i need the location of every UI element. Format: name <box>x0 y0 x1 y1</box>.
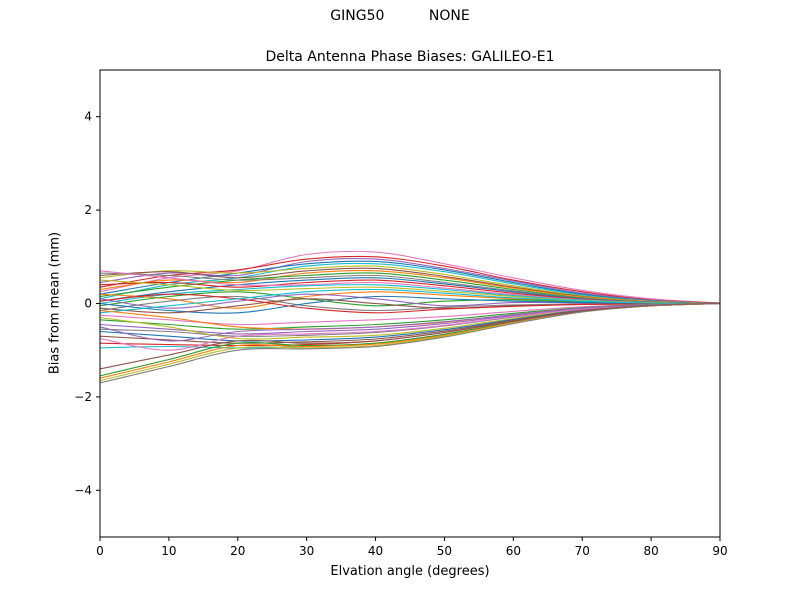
x-tick-label: 70 <box>575 544 590 558</box>
x-tick-label: 0 <box>96 544 104 558</box>
y-tick-label: 2 <box>84 203 92 217</box>
x-tick-label: 60 <box>506 544 521 558</box>
y-tick-label: −2 <box>74 390 92 404</box>
series-line <box>99 302 721 370</box>
x-tick-label: 20 <box>230 544 245 558</box>
x-tick-label: 30 <box>299 544 314 558</box>
figure-title: GING50 NONE <box>330 8 470 24</box>
y-tick-label: −4 <box>74 483 92 497</box>
x-tick-label: 80 <box>643 544 658 558</box>
series-line <box>99 293 721 314</box>
y-tick-label: 0 <box>84 297 92 311</box>
x-axis-label: Elvation angle (degrees) <box>330 564 490 579</box>
y-tick-label: 4 <box>84 110 92 124</box>
x-tick-label: 40 <box>368 544 383 558</box>
series-line <box>99 255 721 304</box>
series-line <box>99 302 721 384</box>
x-tick-label: 90 <box>712 544 727 558</box>
x-tick-label: 50 <box>437 544 452 558</box>
series-line <box>99 288 721 314</box>
series-line <box>99 302 721 342</box>
series-line <box>99 295 721 314</box>
x-tick-label: 10 <box>161 544 176 558</box>
axes-title: Delta Antenna Phase Biases: GALILEO-E1 <box>265 49 555 65</box>
series-line <box>99 302 721 377</box>
